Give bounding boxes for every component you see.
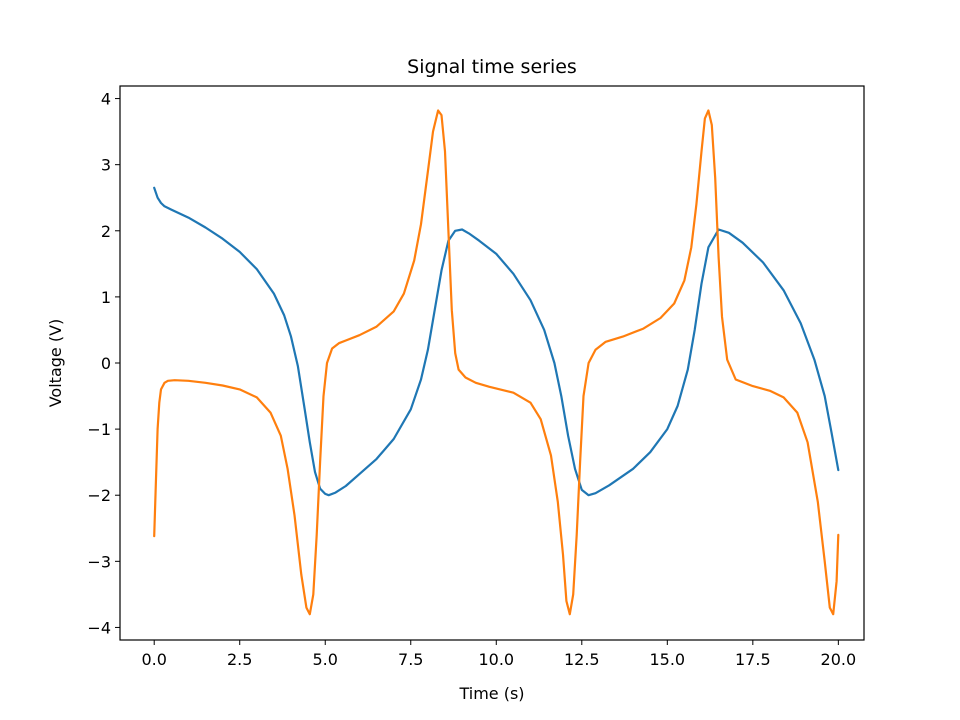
plot-area xyxy=(120,86,864,640)
y-axis-label: Voltage (V) xyxy=(46,319,65,408)
chart-title: Signal time series xyxy=(407,56,577,78)
x-tick-label: 5.0 xyxy=(313,650,338,669)
series-line-1 xyxy=(153,186,840,497)
x-tick-label: 17.5 xyxy=(735,650,771,669)
plot-frame xyxy=(119,85,865,641)
y-tick-label: 4 xyxy=(101,90,111,109)
x-axis-label: Time (s) xyxy=(458,684,524,703)
series-line-2 xyxy=(153,109,840,616)
y-tick-label: 3 xyxy=(101,156,111,175)
y-tick-label: −1 xyxy=(87,420,111,439)
y-tick-label: 1 xyxy=(101,288,111,307)
y-tick-label: −2 xyxy=(87,486,111,505)
y-tick-label: −3 xyxy=(87,552,111,571)
x-tick-label: 10.0 xyxy=(478,650,514,669)
series-layer xyxy=(153,109,840,616)
y-axis-ticks: −4 −3 −2 −1 0 1 2 3 4 xyxy=(87,90,120,637)
x-axis-ticks: 0.0 2.5 5.0 7.5 10.0 12.5 15.0 17.5 20.0 xyxy=(141,640,856,669)
y-tick-label: 0 xyxy=(101,354,111,373)
x-tick-label: 2.5 xyxy=(227,650,252,669)
y-tick-label: 2 xyxy=(101,222,111,241)
x-tick-label: 12.5 xyxy=(564,650,600,669)
x-tick-label: 20.0 xyxy=(821,650,857,669)
x-tick-label: 7.5 xyxy=(398,650,423,669)
x-tick-label: 0.0 xyxy=(141,650,166,669)
x-tick-label: 15.0 xyxy=(649,650,685,669)
y-tick-label: −4 xyxy=(87,618,111,637)
